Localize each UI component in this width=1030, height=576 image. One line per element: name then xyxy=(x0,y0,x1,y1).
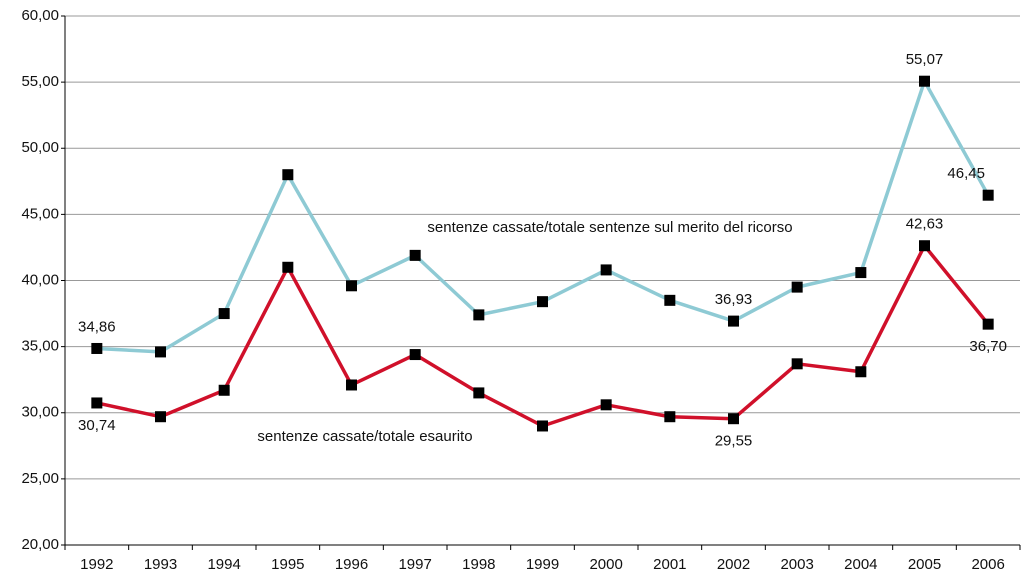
marker xyxy=(537,420,548,432)
data-label: 30,74 xyxy=(78,417,116,434)
marker xyxy=(473,309,485,321)
marker xyxy=(855,267,867,279)
marker xyxy=(346,280,357,292)
marker xyxy=(728,413,739,425)
data-label: 36,70 xyxy=(969,338,1007,355)
x-tick-label: 2004 xyxy=(844,556,877,573)
y-tick-label: 50,00 xyxy=(21,139,59,156)
series-label: sentenze cassate/totale esaurito xyxy=(257,428,472,445)
data-label: 42,63 xyxy=(906,216,944,233)
marker xyxy=(218,308,230,320)
marker xyxy=(91,342,103,354)
x-tick-label: 1996 xyxy=(335,556,368,573)
marker xyxy=(537,296,548,308)
marker xyxy=(791,358,803,370)
marker xyxy=(982,318,994,330)
data-label: 34,86 xyxy=(78,318,116,335)
data-label: 36,93 xyxy=(715,291,753,308)
marker xyxy=(473,387,485,399)
marker xyxy=(155,411,166,423)
marker xyxy=(664,411,676,423)
marker xyxy=(919,240,930,252)
x-tick-label: 1995 xyxy=(271,556,304,573)
data-label: 55,07 xyxy=(906,51,944,68)
series-line xyxy=(96,79,990,354)
marker xyxy=(728,315,739,327)
y-tick-label: 45,00 xyxy=(21,205,59,222)
marker xyxy=(346,379,357,391)
y-tick-label: 35,00 xyxy=(21,338,59,355)
x-tick-label: 2003 xyxy=(780,556,813,573)
marker xyxy=(982,189,994,201)
marker xyxy=(155,346,166,358)
marker xyxy=(218,384,230,396)
y-tick-label: 55,00 xyxy=(21,73,59,90)
x-tick-label: 1992 xyxy=(80,556,113,573)
marker xyxy=(409,349,421,361)
marker xyxy=(91,397,103,409)
marker xyxy=(791,281,803,293)
x-tick-label: 1997 xyxy=(398,556,431,573)
y-tick-label: 20,00 xyxy=(21,536,59,553)
marker xyxy=(409,249,421,261)
marker xyxy=(282,261,294,273)
x-tick-label: 2005 xyxy=(908,556,941,573)
y-tick-label: 40,00 xyxy=(21,271,59,288)
marker xyxy=(664,294,676,306)
marker xyxy=(919,75,930,87)
marker xyxy=(600,399,612,411)
marker xyxy=(600,264,612,276)
x-tick-label: 1998 xyxy=(462,556,495,573)
y-tick-label: 60,00 xyxy=(21,7,59,24)
x-tick-label: 2000 xyxy=(589,556,622,573)
x-tick-label: 1999 xyxy=(526,556,559,573)
x-tick-label: 1994 xyxy=(207,556,240,573)
y-tick-label: 30,00 xyxy=(21,404,59,421)
marker xyxy=(282,169,294,181)
data-label: 46,45 xyxy=(947,165,985,182)
x-tick-label: 2002 xyxy=(717,556,750,573)
marker xyxy=(855,366,867,378)
x-tick-label: 1993 xyxy=(144,556,177,573)
x-tick-label: 2001 xyxy=(653,556,686,573)
data-label: 29,55 xyxy=(715,433,753,450)
series-label: sentenze cassate/totale sentenze sul mer… xyxy=(427,219,792,236)
x-tick-label: 2006 xyxy=(971,556,1004,573)
y-tick-label: 25,00 xyxy=(21,470,59,487)
